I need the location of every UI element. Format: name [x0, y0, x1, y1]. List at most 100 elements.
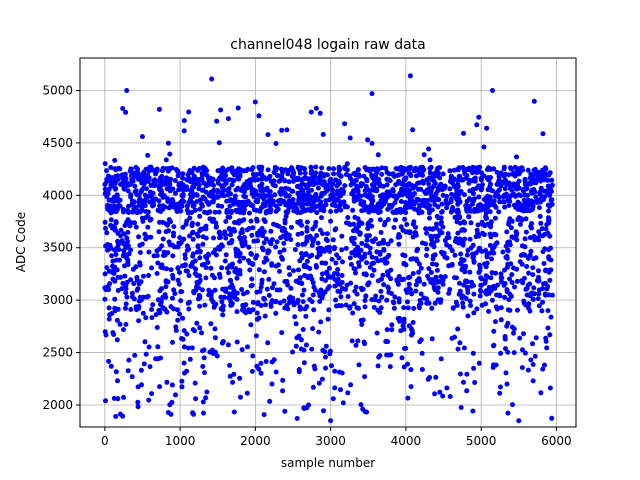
- data-point: [138, 279, 144, 285]
- data-point: [458, 261, 464, 267]
- data-point: [188, 187, 193, 193]
- data-point: [350, 310, 356, 316]
- data-point: [260, 233, 265, 239]
- data-point: [530, 362, 536, 367]
- data-point: [536, 229, 542, 235]
- data-point: [397, 191, 403, 196]
- data-point: [160, 203, 166, 209]
- data-point: [461, 257, 467, 263]
- data-point: [224, 209, 230, 215]
- data-point: [406, 188, 412, 193]
- data-point: [341, 199, 347, 205]
- data-point: [239, 287, 245, 292]
- data-point: [383, 165, 389, 171]
- data-point: [377, 250, 383, 255]
- data-point: [468, 279, 474, 285]
- data-point: [120, 413, 126, 419]
- data-point: [284, 236, 289, 242]
- data-point: [146, 344, 152, 350]
- data-point: [379, 171, 385, 177]
- data-point: [173, 328, 179, 333]
- data-point: [407, 171, 413, 177]
- data-point: [325, 286, 331, 292]
- data-point: [378, 230, 384, 235]
- data-point: [442, 274, 448, 280]
- data-point: [266, 191, 272, 197]
- data-point: [531, 256, 537, 262]
- data-point: [234, 339, 240, 345]
- data-point: [238, 236, 243, 242]
- data-point: [217, 232, 223, 238]
- data-point: [257, 208, 263, 214]
- data-point: [127, 168, 133, 174]
- data-point: [532, 199, 538, 205]
- data-point: [302, 306, 308, 312]
- data-point: [192, 207, 198, 213]
- data-point: [457, 280, 462, 286]
- data-point: [396, 296, 402, 302]
- data-point: [465, 290, 471, 295]
- data-point: [109, 175, 115, 181]
- data-point: [347, 255, 353, 261]
- data-point: [424, 230, 430, 236]
- data-point: [104, 265, 110, 271]
- data-point: [483, 248, 489, 254]
- data-point: [223, 219, 229, 224]
- data-point: [256, 113, 262, 119]
- data-point: [227, 362, 233, 368]
- data-point: [160, 253, 166, 258]
- data-point: [346, 220, 352, 226]
- data-point: [304, 225, 310, 231]
- data-point: [464, 278, 470, 284]
- data-point: [319, 246, 325, 251]
- data-point: [112, 278, 118, 284]
- y-axis: 2000 2500 3000 3500 4000 4500 5000: [42, 83, 80, 412]
- data-point: [190, 177, 196, 183]
- data-point: [401, 276, 406, 282]
- data-point: [264, 185, 270, 191]
- data-point: [469, 283, 475, 289]
- data-point: [124, 294, 130, 300]
- data-point: [265, 167, 271, 173]
- data-point: [531, 189, 537, 195]
- x-axis-label: sample number: [281, 456, 375, 470]
- data-point: [269, 381, 275, 387]
- data-point: [220, 312, 226, 318]
- data-point: [349, 235, 355, 241]
- data-point: [440, 281, 446, 287]
- data-point: [377, 181, 383, 187]
- data-point: [470, 191, 476, 196]
- data-point: [381, 246, 387, 252]
- data-point: [491, 283, 496, 289]
- data-point: [181, 344, 187, 350]
- data-point: [369, 182, 375, 188]
- data-point: [102, 161, 108, 167]
- data-point: [549, 292, 555, 298]
- data-point: [476, 114, 482, 120]
- data-point: [281, 240, 287, 246]
- data-point: [374, 187, 380, 192]
- data-point: [277, 268, 282, 274]
- data-point: [419, 350, 425, 356]
- data-point: [455, 207, 461, 213]
- data-point: [249, 232, 255, 238]
- data-point: [542, 291, 548, 297]
- data-point: [401, 305, 407, 311]
- data-point: [361, 207, 367, 213]
- data-point: [138, 203, 144, 209]
- data-point: [126, 210, 132, 215]
- data-point: [362, 304, 368, 310]
- data-point: [304, 234, 310, 240]
- data-point: [142, 231, 148, 237]
- data-point: [321, 179, 327, 185]
- data-point: [314, 210, 320, 216]
- data-point: [442, 183, 448, 189]
- data-point: [488, 181, 493, 187]
- data-point: [506, 194, 512, 200]
- data-point: [301, 360, 307, 366]
- data-point: [448, 177, 454, 183]
- data-point: [175, 265, 181, 271]
- data-point: [214, 118, 220, 124]
- data-point: [203, 395, 209, 401]
- data-point: [378, 288, 384, 294]
